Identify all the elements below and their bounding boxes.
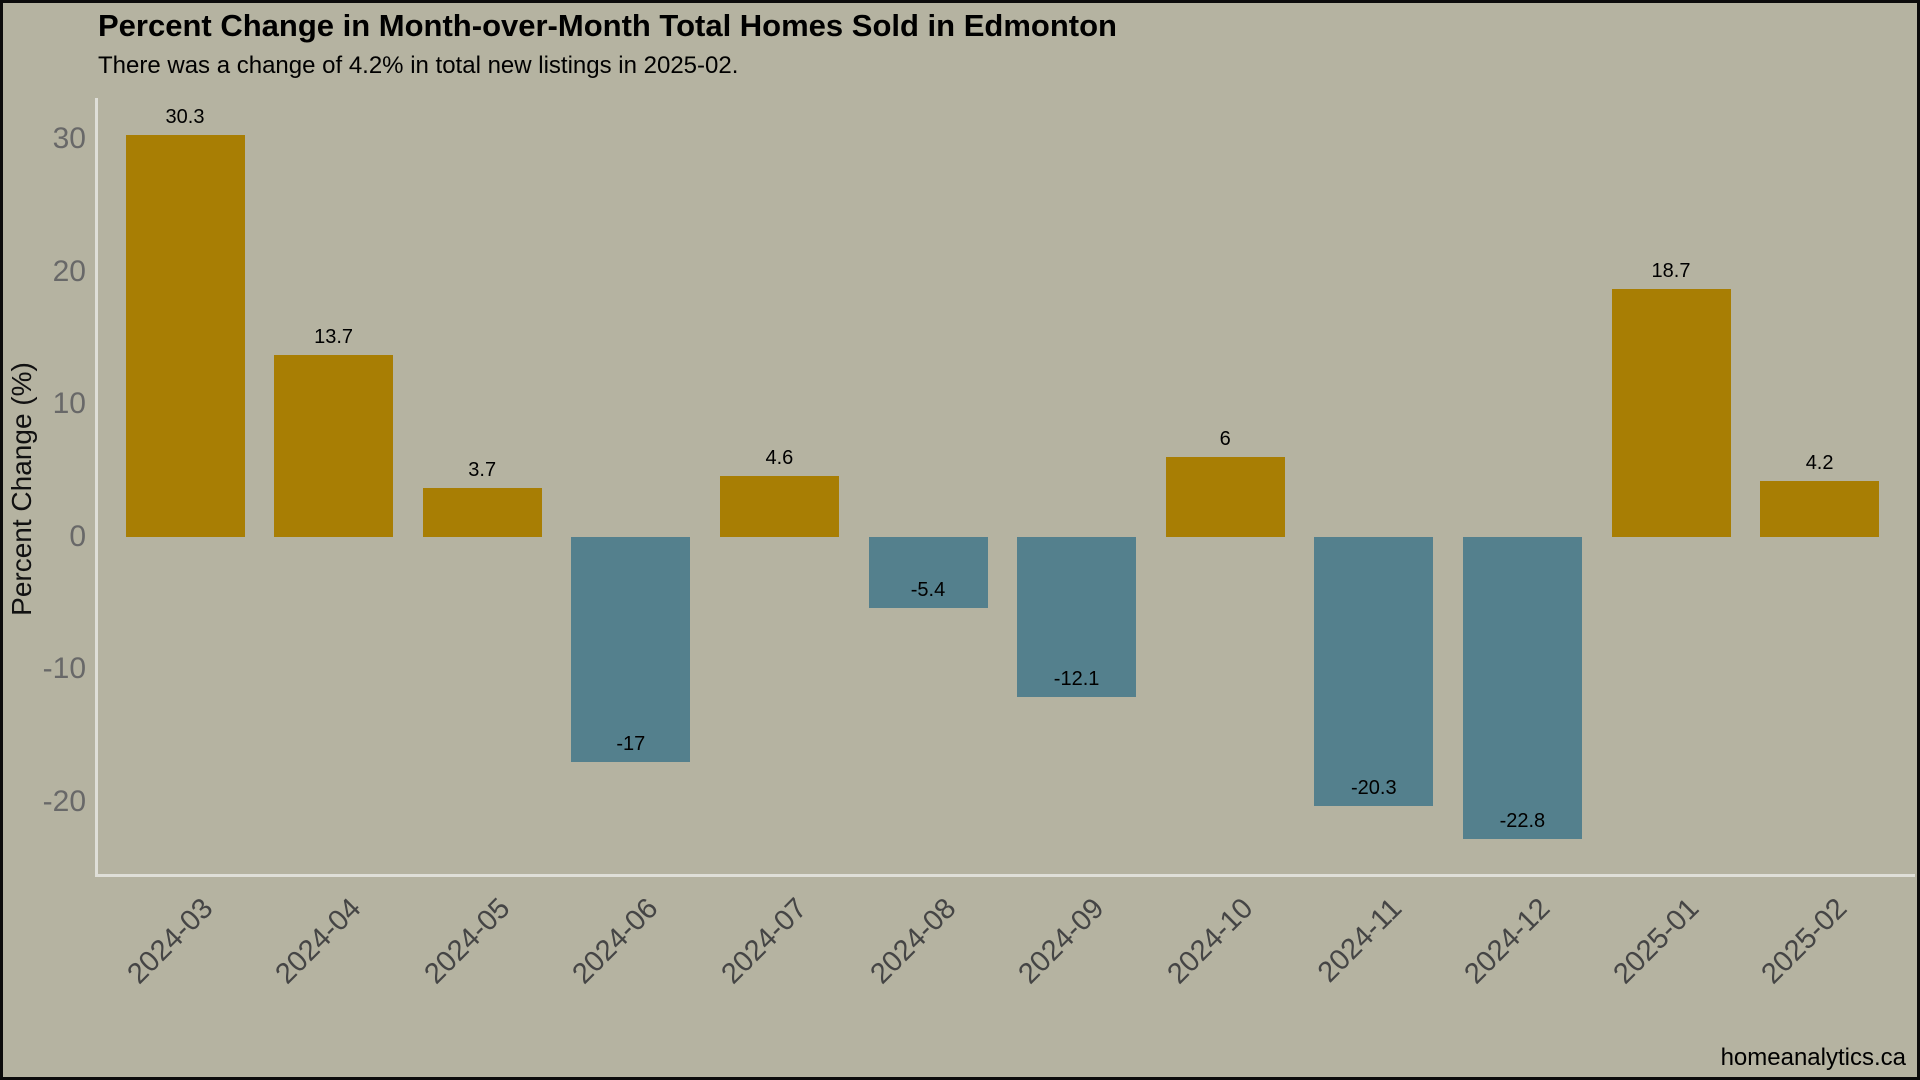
chart-title: Percent Change in Month-over-Month Total…	[98, 8, 1117, 43]
x-tick-label: 2025-02	[1755, 892, 1854, 991]
bar-2025-01	[1611, 288, 1731, 537]
x-tick-label: 2024-11	[1311, 892, 1408, 989]
bar-2024-07	[719, 475, 839, 537]
bar-value-label: 30.3	[165, 106, 205, 129]
bar-value-label: 3.7	[468, 458, 497, 481]
x-tick-label: 2024-05	[418, 892, 517, 991]
bar-2024-06	[571, 536, 691, 762]
bar-2024-12	[1462, 536, 1582, 839]
x-tick-label: 2024-09	[1012, 892, 1111, 991]
x-tick-label: 2024-06	[566, 892, 665, 991]
bar-value-label: 6	[1219, 428, 1231, 451]
bar-2024-03	[125, 135, 245, 537]
bar-value-label: 4.2	[1805, 452, 1834, 475]
bar-value-label: -12.1	[1053, 668, 1100, 691]
x-tick-label: 2024-12	[1458, 892, 1557, 991]
bar-2024-10	[1165, 457, 1285, 537]
bar-value-label: 18.7	[1651, 259, 1691, 282]
x-tick-label: 2024-07	[715, 892, 814, 991]
bar-2024-05	[422, 487, 542, 537]
bar-value-label: -17	[616, 733, 646, 756]
y-axis-line	[95, 98, 98, 877]
bar-value-label: -22.8	[1499, 809, 1546, 832]
watermark: homeanalytics.ca	[1720, 1044, 1906, 1071]
x-tick-label: 2025-01	[1607, 892, 1705, 991]
y-tick-label: -20	[42, 784, 86, 818]
x-tick-label: 2024-08	[864, 892, 962, 991]
x-tick-label: 2024-10	[1161, 892, 1260, 991]
bar-value-label: 13.7	[314, 326, 354, 349]
bar-2025-02	[1760, 481, 1880, 537]
x-tick-label: 2024-03	[121, 892, 219, 991]
bar-2024-04	[274, 355, 394, 537]
x-tick-label: 2024-04	[269, 892, 368, 991]
bar-value-label: -20.3	[1351, 776, 1397, 799]
x-axis-line	[95, 874, 1915, 877]
y-tick-label: 30	[52, 122, 86, 156]
bar-2024-08	[868, 536, 988, 609]
bar-value-label: -5.4	[910, 579, 946, 602]
bar-2024-11	[1314, 536, 1434, 806]
y-tick-label: 20	[52, 254, 86, 288]
chart-subtitle: There was a change of 4.2% in total new …	[98, 52, 739, 79]
bar-value-label: 4.6	[765, 446, 794, 469]
y-tick-label: 0	[69, 519, 86, 553]
y-tick-label: 10	[52, 387, 86, 421]
bar-2024-09	[1017, 536, 1137, 698]
y-tick-label: -10	[42, 652, 86, 686]
